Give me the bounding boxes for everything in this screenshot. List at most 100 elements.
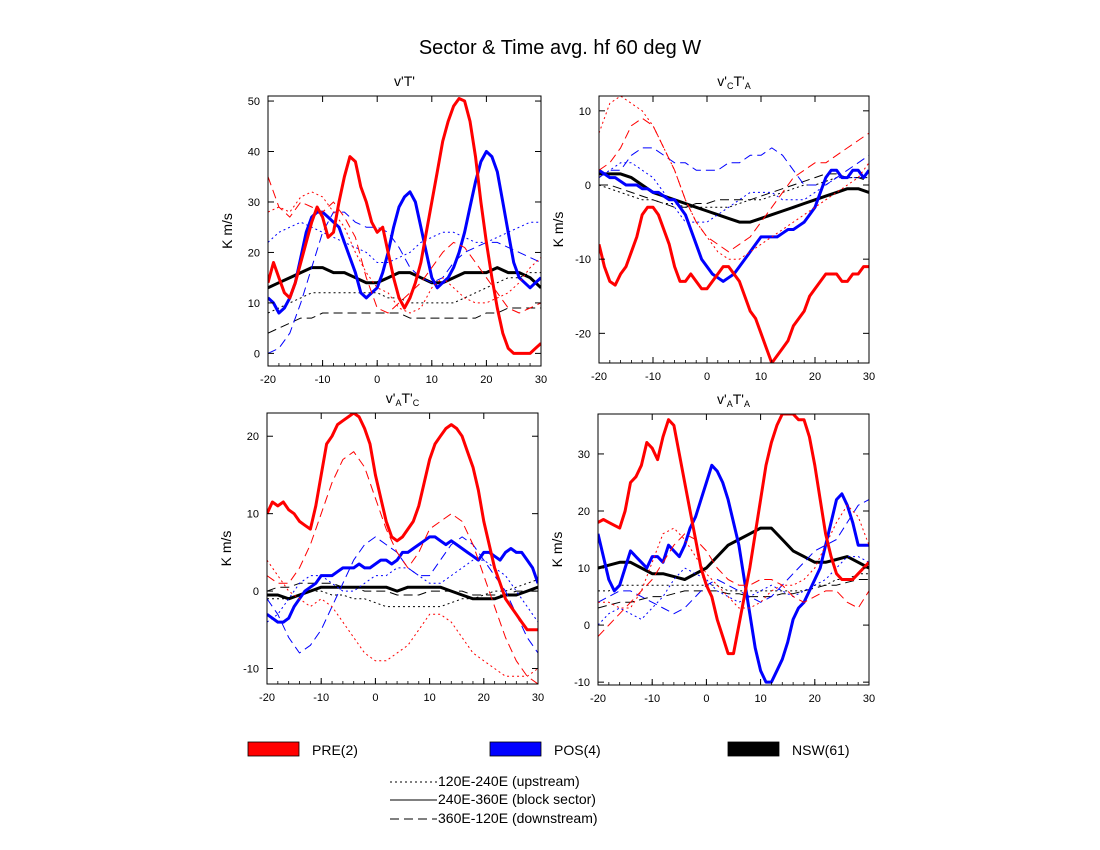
plot-frame (267, 95, 542, 367)
series-line-nsw61-dashed (267, 582, 538, 596)
y-tick-label: 20 (248, 247, 260, 259)
legend-style-dashed: 360E-120E (downstream) (390, 810, 598, 826)
series-line-pre2-dashed (599, 117, 869, 253)
series-line-pos4-solid (598, 463, 869, 684)
x-tick-label: 10 (754, 693, 766, 705)
x-tick-label: -20 (591, 371, 607, 383)
legend-style-label: 360E-120E (downstream) (438, 810, 598, 826)
x-tick-label: -10 (645, 371, 661, 383)
x-tick-label: 30 (532, 692, 544, 704)
plot-frame (266, 412, 539, 685)
panel-title: v'T' (394, 73, 415, 89)
legend-label: POS(4) (554, 742, 601, 758)
series-group (268, 97, 541, 355)
y-tick-label: 0 (254, 348, 260, 360)
x-tick-label: 0 (374, 374, 380, 386)
chart-panel-3: -20 -10 0 10 20 30 -10 0 10 20 K m/s v'AT'C (218, 390, 544, 704)
legend-style-solid: 240E-360E (block sector) (390, 791, 596, 807)
series-line-nsw61-dashed (598, 579, 869, 609)
y-tick-label: -20 (575, 328, 591, 340)
x-tick-label: 20 (809, 371, 821, 383)
legend-style-dotted: 120E-240E (upstream) (390, 773, 580, 789)
panel-title: v'CT'A (717, 73, 750, 91)
x-tick-label: 0 (703, 693, 709, 705)
legend-swatch (489, 741, 542, 757)
series-line-pre2-dotted (268, 191, 541, 314)
y-tick-label: 10 (247, 509, 259, 521)
y-tick-label: 20 (578, 506, 590, 518)
series-line-pre2-dotted (599, 96, 869, 260)
panel-title: v'AT'C (386, 390, 420, 408)
series-group (598, 414, 869, 684)
y-tick-label: 20 (247, 431, 259, 443)
series-line-pre2-dotted (267, 559, 538, 677)
x-tick-label: -20 (260, 374, 276, 386)
legend-item-pre2: PRE(2) (247, 741, 358, 758)
plot-frame (598, 95, 870, 364)
y-tick-label: 40 (248, 147, 260, 159)
series-group (599, 96, 869, 363)
y-tick-label: 30 (578, 449, 590, 461)
legend: PRE(2) POS(4) NSW(61) 120E-240E (upstream) 2… (247, 741, 850, 826)
series-line-pos4-dashed (599, 147, 869, 186)
series-line-pre2-solid (599, 205, 869, 363)
y-tick-label: 0 (584, 620, 590, 632)
x-tick-label: 30 (863, 371, 875, 383)
legend-style-label: 240E-360E (block sector) (438, 791, 596, 807)
series-line-nsw61-solid (598, 526, 869, 581)
series-line-pos4-dashed (598, 499, 869, 615)
legend-label: NSW(61) (792, 742, 850, 758)
x-tick-label: 0 (372, 692, 378, 704)
y-tick-label: -10 (575, 254, 591, 266)
legend-item-nsw61: NSW(61) (727, 741, 850, 758)
series-line-pos4-dotted (267, 559, 538, 623)
series-line-pre2-dashed (268, 176, 541, 314)
chart-panel-2: -20 -10 0 10 20 30 -20 -10 0 10 K m/s v'CT'A (550, 73, 875, 383)
y-tick-label: -10 (243, 664, 259, 676)
plot-frame (597, 413, 870, 686)
x-tick-label: -20 (259, 692, 275, 704)
figure-title: Sector & Time avg. hf 60 deg W (419, 37, 701, 59)
y-tick-label: 10 (579, 106, 591, 118)
y-tick-label: 0 (585, 180, 591, 192)
x-tick-label: 10 (755, 371, 767, 383)
legend-swatch (727, 741, 780, 757)
x-tick-label: -10 (644, 693, 660, 705)
panel-title: v'AT'A (717, 391, 750, 409)
series-line-nsw61-solid (267, 585, 538, 601)
x-tick-label: -10 (313, 692, 329, 704)
series-line-nsw61-solid (268, 266, 541, 290)
series-group (267, 413, 538, 684)
series-line-pos4-dashed (268, 211, 541, 354)
series-line-nsw61-dashed (268, 307, 541, 334)
y-axis-label: K m/s (549, 532, 565, 568)
series-line-nsw61-solid (599, 172, 869, 224)
series-line-pre2-solid (267, 413, 538, 632)
y-axis-label: K m/s (218, 531, 234, 567)
series-line-pos4-dotted (268, 221, 541, 263)
series-line-nsw61-dashed (599, 173, 869, 208)
legend-item-pos4: POS(4) (489, 741, 601, 758)
x-tick-label: 20 (478, 692, 490, 704)
y-axis-label: K m/s (219, 213, 235, 249)
x-tick-label: 10 (426, 374, 438, 386)
legend-style-label: 120E-240E (upstream) (438, 773, 580, 789)
y-tick-label: 10 (248, 298, 260, 310)
series-line-pre2-dashed (267, 451, 538, 684)
x-tick-label: 20 (480, 374, 492, 386)
x-tick-label: 20 (809, 693, 821, 705)
y-tick-label: -10 (574, 677, 590, 689)
series-line-pre2-solid (598, 414, 869, 656)
x-tick-label: 30 (535, 374, 547, 386)
y-axis-label: K m/s (550, 212, 566, 248)
x-tick-label: 30 (863, 693, 875, 705)
x-tick-label: 0 (704, 371, 710, 383)
legend-label: PRE(2) (312, 742, 358, 758)
x-tick-label: 10 (423, 692, 435, 704)
x-tick-label: -20 (590, 693, 606, 705)
series-line-nsw61-dotted (267, 579, 538, 608)
y-tick-label: 10 (578, 563, 590, 575)
